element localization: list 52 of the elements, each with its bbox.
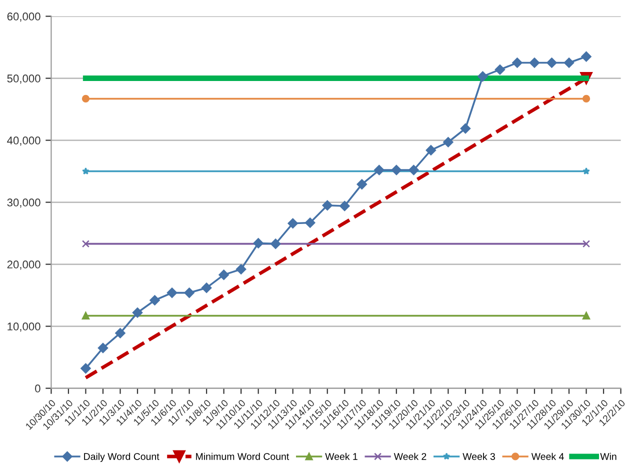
y-tick-label: 40,000	[7, 136, 40, 146]
point	[408, 164, 419, 176]
point	[374, 164, 384, 176]
y-tick-label: 20,000	[7, 260, 40, 270]
point	[546, 58, 557, 68]
y-tick-label: 60,000	[7, 12, 40, 22]
point	[426, 145, 436, 156]
y-tick-label: 30,000	[7, 198, 40, 208]
legend-label: Minimum Word Count	[196, 452, 290, 460]
point	[581, 51, 592, 62]
point	[582, 167, 590, 174]
point	[253, 238, 264, 248]
point	[150, 295, 160, 306]
point	[582, 312, 590, 320]
point	[98, 342, 108, 354]
point	[166, 288, 178, 298]
point	[494, 64, 506, 75]
point	[270, 238, 281, 249]
legend-label: Week 1	[325, 452, 358, 460]
point	[80, 363, 91, 374]
point	[356, 179, 368, 190]
point	[132, 308, 143, 318]
y-tick-label: 0	[35, 384, 40, 392]
legend-label: Win	[600, 452, 616, 460]
point	[201, 282, 212, 293]
point	[443, 137, 454, 148]
point	[478, 71, 488, 82]
point	[460, 123, 471, 134]
point	[115, 328, 126, 338]
point	[564, 58, 574, 68]
point	[236, 264, 246, 274]
point	[218, 270, 229, 280]
point	[184, 288, 194, 298]
point	[82, 167, 90, 174]
legend-label: Week 4	[531, 452, 564, 460]
point	[322, 200, 332, 210]
legend-label: Daily Word Count	[84, 452, 160, 462]
y-tick-label: 50,000	[7, 74, 40, 84]
point	[391, 164, 402, 176]
legend-label: Week 2	[394, 452, 426, 460]
point	[82, 240, 90, 248]
legend-label: Week 3	[462, 452, 495, 460]
point	[340, 200, 350, 212]
point	[582, 240, 590, 248]
point	[82, 312, 90, 320]
y-tick-label: 10,000	[8, 322, 40, 332]
point	[82, 94, 90, 103]
point	[582, 94, 590, 103]
point	[304, 218, 316, 228]
point	[288, 218, 298, 228]
point	[529, 58, 540, 68]
point	[512, 58, 522, 68]
